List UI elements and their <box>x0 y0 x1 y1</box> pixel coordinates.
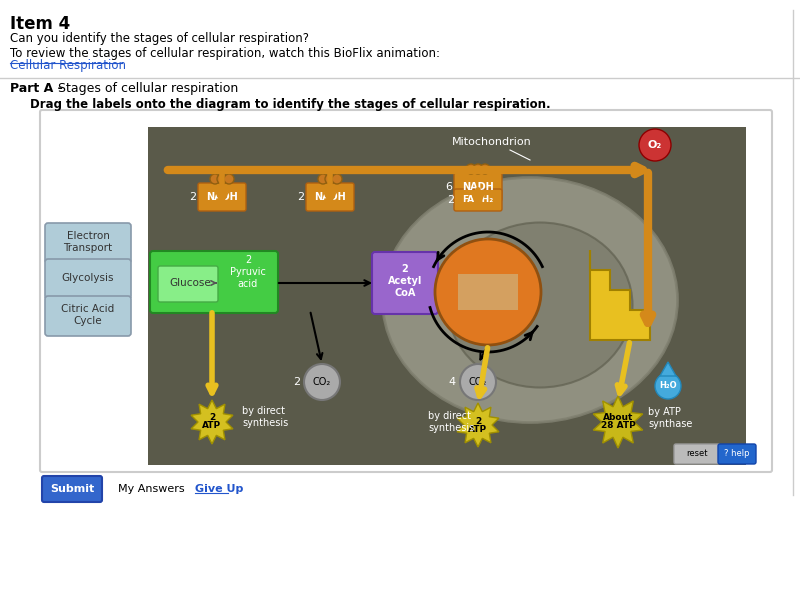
FancyBboxPatch shape <box>158 266 218 302</box>
Text: 2: 2 <box>475 416 481 425</box>
FancyBboxPatch shape <box>454 173 502 201</box>
Text: 2: 2 <box>447 195 454 205</box>
FancyBboxPatch shape <box>372 252 438 314</box>
Circle shape <box>217 174 227 184</box>
Circle shape <box>304 364 340 400</box>
Text: Glucose: Glucose <box>169 278 211 288</box>
Text: 2: 2 <box>293 377 300 387</box>
Text: Stages of cellular respiration: Stages of cellular respiration <box>54 82 238 95</box>
Text: Citric Acid
Cycle: Citric Acid Cycle <box>62 304 114 326</box>
Bar <box>148 127 746 465</box>
Polygon shape <box>457 403 499 447</box>
Circle shape <box>460 364 496 400</box>
Polygon shape <box>594 396 642 448</box>
Text: NADH: NADH <box>462 182 494 192</box>
Text: CO₂: CO₂ <box>313 377 331 387</box>
Text: 2: 2 <box>209 413 215 422</box>
Text: by direct
synthesis: by direct synthesis <box>428 411 474 433</box>
Polygon shape <box>660 362 676 376</box>
FancyBboxPatch shape <box>40 110 772 472</box>
Text: FADH₂: FADH₂ <box>462 196 494 205</box>
Text: Mitochondrion: Mitochondrion <box>452 137 532 147</box>
Text: Can you identify the stages of cellular respiration?: Can you identify the stages of cellular … <box>10 32 309 45</box>
FancyBboxPatch shape <box>150 251 278 313</box>
Text: ATP: ATP <box>202 421 222 431</box>
Text: 6: 6 <box>445 182 452 192</box>
Text: Electron
Transport: Electron Transport <box>63 231 113 253</box>
Text: by ATP
synthase: by ATP synthase <box>648 407 692 429</box>
Text: NADH: NADH <box>206 192 238 202</box>
FancyBboxPatch shape <box>674 444 720 464</box>
Text: 2
Pyruvic
acid: 2 Pyruvic acid <box>230 256 266 289</box>
Text: Give Up: Give Up <box>195 484 243 494</box>
Circle shape <box>473 164 483 174</box>
Text: 2: 2 <box>297 192 304 202</box>
Polygon shape <box>191 400 233 444</box>
Circle shape <box>318 174 328 184</box>
Text: CO₂: CO₂ <box>469 377 487 387</box>
Text: 4: 4 <box>449 377 456 387</box>
Text: 2
Acetyl
CoA: 2 Acetyl CoA <box>388 265 422 298</box>
FancyBboxPatch shape <box>42 476 102 502</box>
Text: reset: reset <box>686 449 708 458</box>
Text: To review the stages of cellular respiration, watch this BioFlix animation:: To review the stages of cellular respira… <box>10 47 444 60</box>
FancyBboxPatch shape <box>718 444 756 464</box>
Text: Part A -: Part A - <box>10 82 62 95</box>
Circle shape <box>435 239 541 345</box>
Text: by direct
synthesis: by direct synthesis <box>242 406 288 428</box>
FancyBboxPatch shape <box>45 259 131 299</box>
Circle shape <box>224 174 234 184</box>
Circle shape <box>325 174 335 184</box>
FancyBboxPatch shape <box>306 183 354 211</box>
Text: Glycolysis: Glycolysis <box>62 273 114 283</box>
Text: Cellular Respiration: Cellular Respiration <box>10 59 126 72</box>
Text: My Answers: My Answers <box>118 484 185 494</box>
Circle shape <box>332 174 342 184</box>
FancyBboxPatch shape <box>45 296 131 336</box>
Ellipse shape <box>447 223 633 388</box>
Text: ? help: ? help <box>724 449 750 458</box>
Text: ATP: ATP <box>469 425 487 433</box>
Text: Submit: Submit <box>50 484 94 494</box>
Circle shape <box>466 164 476 174</box>
Text: O₂: O₂ <box>648 140 662 150</box>
Circle shape <box>655 373 681 399</box>
Ellipse shape <box>382 178 678 422</box>
Text: Drag the labels onto the diagram to identify the stages of cellular respiration.: Drag the labels onto the diagram to iden… <box>30 98 550 111</box>
FancyBboxPatch shape <box>198 183 246 211</box>
Polygon shape <box>590 250 650 340</box>
Text: 2: 2 <box>189 192 196 202</box>
Text: About: About <box>603 413 633 422</box>
FancyBboxPatch shape <box>45 223 131 263</box>
Bar <box>458 274 518 310</box>
Text: 28 ATP: 28 ATP <box>601 421 635 431</box>
Text: Item 4: Item 4 <box>10 15 70 33</box>
FancyBboxPatch shape <box>454 189 502 211</box>
Circle shape <box>210 174 220 184</box>
Circle shape <box>639 129 671 161</box>
Text: NADH: NADH <box>314 192 346 202</box>
Circle shape <box>480 164 490 174</box>
Text: H₂O: H₂O <box>659 382 677 391</box>
